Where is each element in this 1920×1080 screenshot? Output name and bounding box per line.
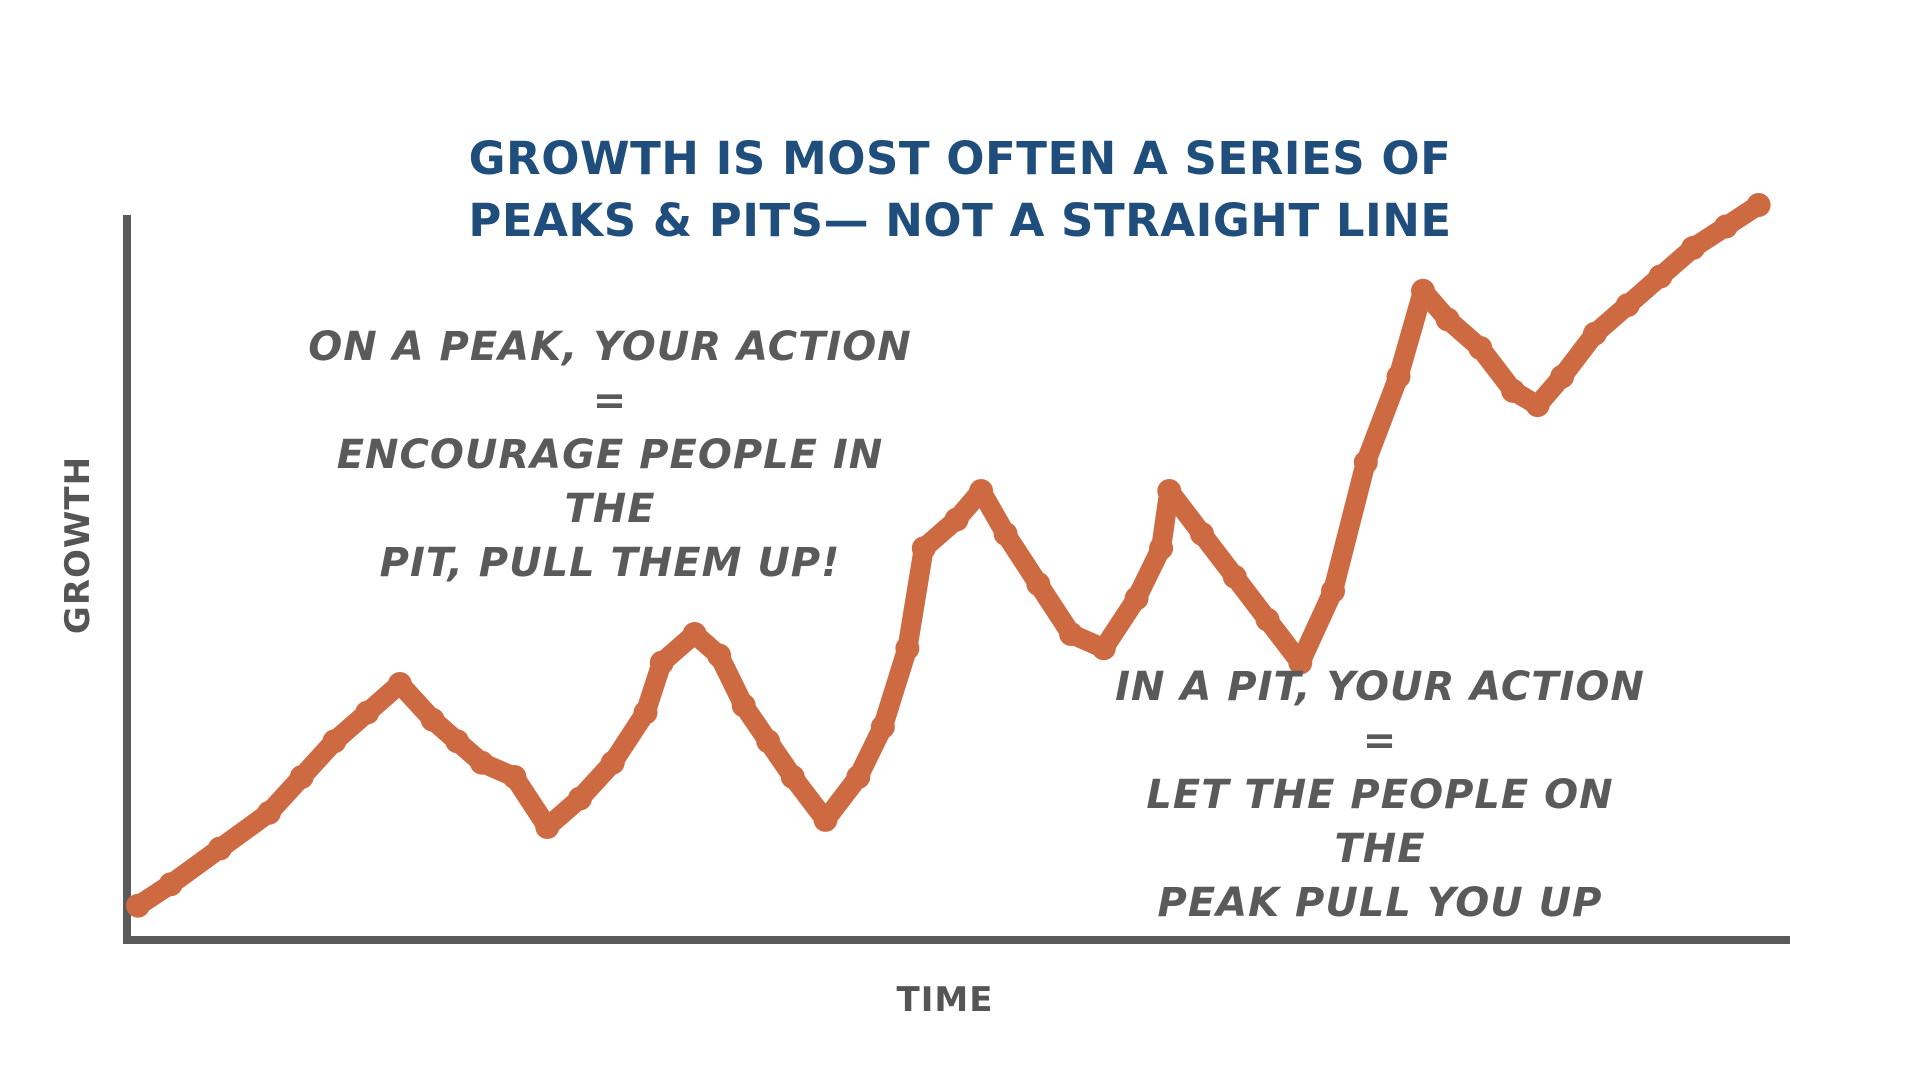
growth-series [126,193,1771,918]
growth-point [649,650,674,675]
peak-annotation-line-2: ENCOURAGE PEOPLE IN THE [336,432,884,532]
growth-point [207,836,232,861]
growth-point [1288,650,1313,675]
growth-point [813,807,838,832]
growth-point [895,636,920,661]
y-axis-label: GROWTH [58,455,98,635]
growth-point [1501,378,1526,403]
growth-point [322,729,347,754]
growth-point [257,800,281,825]
growth-point [387,672,412,696]
growth-point [969,479,994,503]
growth-point [1091,636,1116,661]
growth-point [944,507,969,532]
pit-annotation-line-3: PEAK PULL YOU UP [1157,880,1603,926]
growth-point [633,700,658,725]
growth-point [1157,479,1182,503]
growth-point [1746,193,1771,217]
peak-annotation: ON A PEAK, YOUR ACTION = ENCOURAGE PEOPL… [300,320,920,590]
pit-annotation-line-2: LET THE PEOPLE ON THE [1146,772,1614,872]
growth-point [445,729,470,754]
growth-point [682,622,707,646]
growth-point [993,521,1018,546]
growth-point [1681,235,1706,260]
growth-point [1353,450,1378,475]
growth-point [1435,307,1460,332]
growth-point [1550,364,1575,389]
pit-annotation: IN A PIT, YOUR ACTION = LET THE PEOPLE O… [1100,660,1660,930]
growth-point [1582,321,1607,346]
pit-annotation-line-1: IN A PIT, YOUR ACTION = [1115,664,1645,764]
growth-point [1713,214,1738,239]
growth-point [126,893,150,918]
growth-point [1386,364,1411,389]
growth-point [1525,393,1550,418]
growth-point [1468,336,1493,360]
growth-point [870,715,895,739]
growth-point [1124,586,1149,611]
title-line-1: GROWTH IS MOST OFTEN A SERIES OF [468,132,1452,185]
growth-point [1222,564,1247,589]
title-line-2: PEAKS & PITS— NOT A STRAIGHT LINE [468,194,1452,247]
growth-point [911,536,936,561]
growth-point [469,750,494,775]
growth-point [1190,521,1214,546]
growth-point [1411,278,1435,303]
growth-point [731,693,756,718]
growth-point [1648,264,1673,289]
growth-point [1059,622,1084,646]
growth-point [600,750,625,775]
growth-point [756,729,781,754]
growth-point [535,815,560,839]
growth-point [1255,607,1280,632]
growth-point [502,765,527,789]
growth-point [707,643,732,668]
growth-point [420,707,445,732]
growth-point [355,700,380,725]
chart-title: GROWTH IS MOST OFTEN A SERIES OF PEAKS &… [0,128,1920,252]
growth-point [1026,572,1051,596]
peak-annotation-line-1: ON A PEAK, YOUR ACTION = [308,324,912,424]
growth-point [846,765,871,789]
growth-point [1149,536,1174,561]
growth-point [1615,293,1640,318]
growth-point [289,765,314,789]
growth-point [780,765,805,789]
peak-annotation-line-3: PIT, PULL THEM UP! [379,540,841,586]
growth-point [568,786,592,811]
growth-point [1321,579,1345,604]
growth-point [158,872,183,897]
x-axis-label: TIME [896,980,994,1020]
